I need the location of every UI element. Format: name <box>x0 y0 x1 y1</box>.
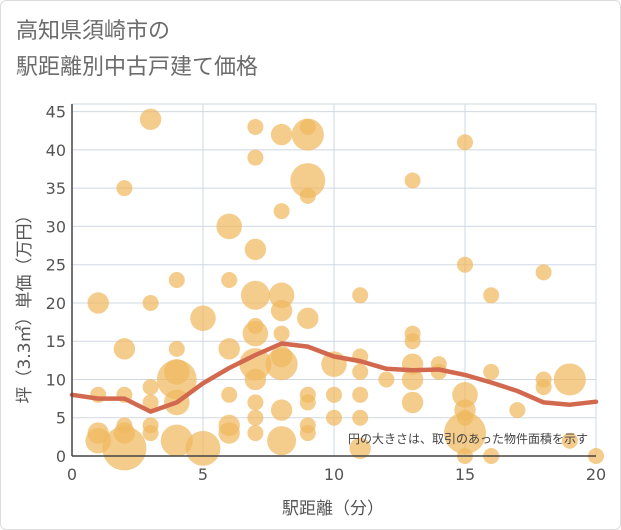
bubble-point <box>270 345 293 368</box>
bubble-point <box>352 386 369 403</box>
bubble-point <box>247 149 264 166</box>
bubble-point <box>404 333 421 350</box>
y-axis-label: 坪（3.3㎡）単価（万円） <box>15 206 35 403</box>
bubble-point <box>216 213 242 240</box>
y-tick-label: 25 <box>46 256 66 275</box>
bubble-point <box>273 203 290 220</box>
y-tick-label: 10 <box>46 370 66 389</box>
bubble-point <box>297 307 319 329</box>
bubble-point <box>168 340 185 357</box>
bubble-point <box>244 238 267 261</box>
bubble-point <box>244 368 267 391</box>
bubble-point <box>352 409 369 426</box>
chart-title-line-2: 駅距離別中古戸建て価格 <box>16 55 259 80</box>
bubble-point <box>444 412 486 455</box>
bubble-point <box>352 287 369 304</box>
bubble-point <box>168 272 185 288</box>
bubble-point <box>349 437 371 460</box>
x-axis-label: 駅距離（分） <box>282 499 384 519</box>
bubble-point <box>142 425 159 442</box>
x-tick-label: 20 <box>586 465 606 484</box>
bubble-point <box>116 180 133 197</box>
bubble-point <box>457 409 473 426</box>
trend-line <box>69 341 599 414</box>
bubble-point <box>218 422 240 444</box>
bubble-point <box>116 417 133 434</box>
y-tick-label: 45 <box>46 103 66 122</box>
bubble-point <box>239 348 272 381</box>
x-tick-label: 15 <box>455 465 475 484</box>
bubble-point <box>401 368 424 391</box>
bubble-point <box>535 264 552 281</box>
axes: 0 5 10 15 20 25 30 35 40 45 0 5 10 15 20 <box>46 103 607 484</box>
bubble-point <box>240 280 270 310</box>
bubble-point <box>457 256 473 273</box>
y-tick-label: 5 <box>56 409 66 428</box>
y-tick-label: 35 <box>46 179 66 198</box>
bubble-point <box>299 394 316 411</box>
bubbles <box>85 108 604 471</box>
trend-line-group <box>69 341 599 414</box>
bubble-point <box>483 363 500 380</box>
bubble-point <box>142 379 159 396</box>
x-tick-label: 5 <box>198 465 208 484</box>
bubble-point <box>142 294 159 311</box>
bubble-point <box>290 163 326 198</box>
bubble-point <box>553 363 586 396</box>
bubble-point <box>326 409 342 426</box>
bubble-point <box>190 305 216 332</box>
y-tick-label: 30 <box>46 217 66 236</box>
bubble-point <box>267 426 297 456</box>
bubble-point <box>247 118 264 135</box>
bubble-point <box>113 338 136 360</box>
bubble-point <box>268 282 295 309</box>
x-tick-label: 10 <box>324 465 344 484</box>
bubble-point <box>401 391 424 414</box>
bubble-point <box>509 402 526 419</box>
bubble-point <box>378 371 395 388</box>
chart-title-line-1: 高知県須崎市の <box>16 19 171 44</box>
y-tick-label: 0 <box>56 447 66 466</box>
bubble-point <box>102 426 147 471</box>
y-tick-label: 15 <box>46 332 66 351</box>
bubble-point <box>452 382 478 408</box>
bubble-point <box>218 338 240 360</box>
bubble-point <box>352 363 369 380</box>
bubble-point <box>270 399 293 421</box>
bubble-point <box>404 172 421 189</box>
bubble-point <box>299 425 316 442</box>
y-tick-label: 20 <box>46 294 66 313</box>
bubble-point <box>87 422 109 444</box>
bubble-point <box>483 287 500 304</box>
bubble-point <box>326 386 342 403</box>
bubble-point <box>270 123 293 146</box>
bubble-point <box>142 394 159 411</box>
bubble-point <box>299 118 316 135</box>
bubble-point <box>299 187 316 204</box>
bubble-point <box>247 317 264 334</box>
bubble-point <box>457 134 473 151</box>
bubble-point <box>164 359 190 385</box>
bubble-point <box>270 299 293 322</box>
bubble-point <box>185 430 221 466</box>
bubble-point <box>273 325 290 342</box>
bubble-point <box>87 292 109 314</box>
bubble-point <box>139 108 162 130</box>
y-tick-label: 40 <box>46 141 66 160</box>
bubble-point <box>535 379 552 396</box>
bubble-point <box>561 432 578 449</box>
chart-title: 高知県須崎市の 駅距離別中古戸建て価格 <box>16 14 258 86</box>
bubble-point <box>221 272 238 288</box>
bubble-point <box>221 386 238 403</box>
size-note: 円の大きさは、取引のあった物件面積を示す <box>348 431 588 446</box>
x-tick-label: 0 <box>67 465 77 484</box>
bubble-point <box>160 424 193 457</box>
bubble-point <box>247 425 264 442</box>
bubble-point <box>247 409 264 426</box>
bubble-point <box>247 394 264 411</box>
